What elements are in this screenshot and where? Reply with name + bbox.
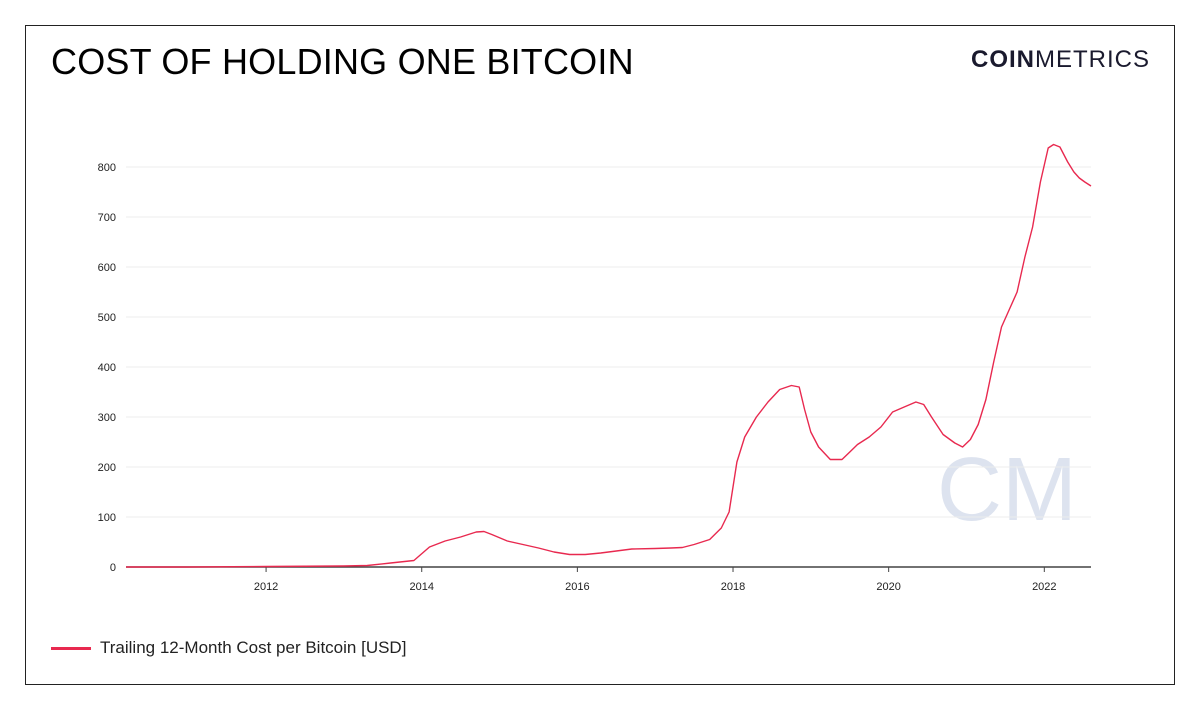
y-tick-label-700: 700 bbox=[98, 212, 116, 224]
x-tick-label-2016: 2016 bbox=[565, 581, 589, 593]
y-axis-ticks: 0 100 200 300 400 500 600 700 800 bbox=[98, 162, 116, 574]
brand-logo: COINMETRICS bbox=[971, 46, 1150, 74]
series-line-cost-per-bitcoin bbox=[126, 143, 1092, 568]
y-tick-label-300: 300 bbox=[98, 412, 116, 424]
y-tick-label-400: 400 bbox=[98, 362, 116, 374]
chart-title: COST OF HOLDING ONE BITCOIN bbox=[51, 41, 634, 82]
logo-light-text: METRICS bbox=[1035, 46, 1150, 73]
y-tick-label-800: 800 bbox=[98, 162, 116, 174]
x-tick-label-2012: 2012 bbox=[254, 581, 278, 593]
y-tick-label-100: 100 bbox=[98, 512, 116, 524]
chart-frame: COST OF HOLDING ONE BITCOIN COINMETRICS … bbox=[25, 25, 1175, 685]
grid-lines bbox=[126, 166, 1091, 518]
watermark-cm: CM bbox=[937, 440, 1077, 540]
y-tick-label-200: 200 bbox=[98, 462, 116, 474]
y-tick-label-600: 600 bbox=[98, 262, 116, 274]
legend-label: Trailing 12-Month Cost per Bitcoin [USD] bbox=[100, 638, 407, 657]
legend-swatch bbox=[51, 646, 91, 650]
x-tick-label-2014: 2014 bbox=[409, 581, 433, 593]
legend: Trailing 12-Month Cost per Bitcoin [USD] bbox=[51, 638, 406, 658]
x-axis-ticks: 2012 2014 2016 2018 2020 2022 bbox=[254, 567, 1057, 593]
logo-bold-text: COIN bbox=[971, 46, 1035, 73]
y-tick-label-500: 500 bbox=[98, 312, 116, 324]
y-tick-label-0: 0 bbox=[110, 562, 116, 574]
x-tick-label-2022: 2022 bbox=[1032, 581, 1056, 593]
x-tick-label-2020: 2020 bbox=[876, 581, 900, 593]
x-tick-label-2018: 2018 bbox=[721, 581, 745, 593]
